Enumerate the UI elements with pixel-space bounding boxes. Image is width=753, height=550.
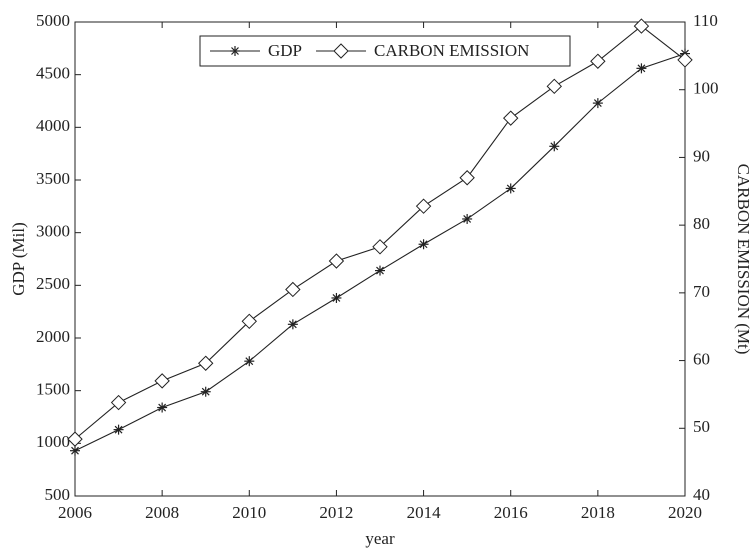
star-stroke	[231, 47, 239, 55]
plot-frame	[74, 21, 686, 497]
star-marker	[462, 213, 473, 224]
y2-tick-label: 50	[693, 417, 710, 436]
diamond-marker	[154, 373, 170, 389]
diamond-marker	[633, 18, 650, 34]
star-stroke	[71, 446, 79, 455]
y-tick-label: 1000	[36, 432, 70, 451]
star-stroke	[376, 266, 384, 275]
x-tick-label: 2014	[407, 503, 442, 522]
star-stroke	[288, 320, 297, 329]
y-tick-label: 5000	[36, 11, 70, 30]
legend-box	[199, 35, 571, 67]
x-tick-label: 2018	[581, 503, 615, 522]
star-marker	[375, 265, 385, 276]
diamond-marker	[333, 43, 349, 59]
diamond-marker	[415, 198, 432, 214]
star-marker	[636, 63, 647, 74]
star-marker	[70, 445, 80, 456]
star-marker	[230, 46, 240, 56]
y2-tick-label: 80	[693, 214, 710, 233]
star-stroke	[506, 184, 515, 193]
legend-label: GDP	[268, 41, 302, 60]
star-stroke	[201, 387, 210, 396]
star-stroke	[332, 294, 341, 302]
star-stroke	[593, 99, 602, 108]
y-tick-label: 4500	[36, 64, 70, 83]
y-tick-label: 3500	[36, 169, 70, 188]
star-stroke	[550, 142, 559, 151]
star-stroke	[158, 403, 167, 412]
legend: GDP CARBON EMISSION	[199, 35, 571, 67]
star-marker	[113, 424, 124, 435]
y2-tick-label: 110	[693, 11, 718, 30]
star-marker	[505, 183, 516, 194]
star-stroke	[245, 357, 254, 366]
diamond-marker	[67, 431, 83, 447]
series-line	[74, 25, 686, 440]
y2-tick-label: 70	[693, 282, 710, 301]
diamond-marker	[503, 110, 519, 126]
star-marker	[200, 386, 211, 397]
star-marker	[287, 319, 298, 330]
diamond-marker	[677, 52, 693, 68]
star-marker	[592, 98, 603, 109]
y-tick-label: 2000	[36, 327, 70, 346]
x-tick-label: 2008	[145, 503, 179, 522]
diamond-marker	[110, 394, 127, 411]
y2-tick-label: 60	[693, 349, 710, 368]
y2-tick-label: 100	[693, 79, 719, 98]
y2-axis-label: CARBON EMISSION (Mt)	[734, 164, 753, 355]
x-tick-label: 2012	[319, 503, 353, 522]
diamond-marker	[198, 355, 214, 371]
x-tick-label: 2016	[494, 503, 528, 522]
diamond-marker	[590, 53, 606, 69]
diamond-marker	[459, 170, 475, 186]
star-stroke	[419, 240, 428, 249]
x-axis-label: year	[365, 529, 395, 548]
star-marker	[549, 141, 560, 152]
star-stroke	[114, 425, 123, 434]
x-tick-label: 2006	[58, 503, 92, 522]
star-marker	[418, 239, 429, 250]
star-marker	[331, 292, 342, 303]
star-stroke	[463, 215, 472, 223]
y-tick-label: 3000	[36, 222, 70, 241]
y2-tick-label: 90	[693, 146, 710, 165]
y-tick-label: 2500	[36, 274, 70, 293]
y-tick-label: 4000	[36, 116, 70, 135]
diamond-marker	[546, 78, 562, 95]
star-marker	[157, 402, 168, 413]
x-tick-label: 2020	[668, 503, 702, 522]
star-marker	[244, 356, 255, 367]
y-tick-label: 500	[45, 485, 71, 504]
y2-tick-label: 40	[693, 485, 710, 504]
x-tick-label: 2010	[232, 503, 266, 522]
diamond-marker	[328, 253, 345, 269]
diamond-marker	[241, 313, 257, 330]
legend-label: CARBON EMISSION	[374, 41, 529, 60]
star-stroke	[637, 64, 646, 73]
diamond-marker	[372, 239, 388, 255]
y-axis-label: GDP (Mil)	[9, 222, 28, 296]
diamond-marker	[285, 281, 301, 298]
y-tick-label: 1500	[36, 380, 70, 399]
